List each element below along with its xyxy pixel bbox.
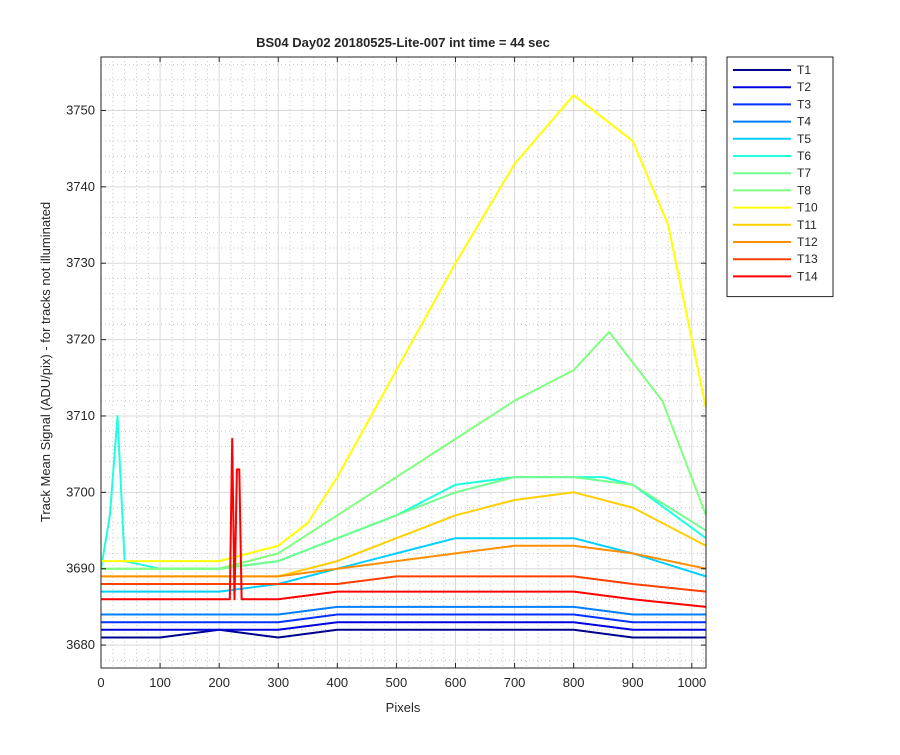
legend-label-t11: T11 <box>797 218 817 232</box>
x-tick-label: 600 <box>445 675 467 690</box>
y-tick-label: 3710 <box>66 408 95 423</box>
y-tick-label: 3720 <box>66 332 95 347</box>
legend-label-t1: T1 <box>797 63 811 77</box>
x-tick-label: 700 <box>504 675 526 690</box>
x-tick-label: 200 <box>208 675 230 690</box>
legend-label-t3: T3 <box>797 97 811 111</box>
legend-label-t5: T5 <box>797 132 811 146</box>
y-axis-label: Track Mean Signal (ADU/pix) - for tracks… <box>38 202 53 522</box>
x-tick-label: 0 <box>97 675 104 690</box>
chart-title: BS04 Day02 20180525-Lite-007 int time = … <box>256 35 550 50</box>
y-tick-label: 3730 <box>66 255 95 270</box>
series-line-t12 <box>101 544 706 578</box>
axis-ticks: 3680 3690 3700 3710 3720 3730 3740 3750 0 100 200 3… <box>66 57 706 690</box>
legend-label-t7: T7 <box>797 166 811 180</box>
series-group <box>101 94 706 639</box>
series-line-t2 <box>101 621 706 631</box>
legend-label-t14: T14 <box>797 269 818 283</box>
legend-label-t4: T4 <box>797 115 811 129</box>
x-tick-label: 800 <box>563 675 585 690</box>
series-line-t10 <box>101 94 706 563</box>
series-line-t14 <box>101 437 706 608</box>
x-tick-label: 1000 <box>677 675 706 690</box>
y-tick-label: 3690 <box>66 561 95 576</box>
legend: T1 T2 T3 T4 T5 T6 T7 T8 T10 T11 T12 T13 T14 <box>726 56 834 298</box>
series-line-t5 <box>101 537 706 593</box>
y-tick-label: 3680 <box>66 637 95 652</box>
legend-label-t13: T13 <box>797 252 818 266</box>
legend-label-t8: T8 <box>797 183 811 197</box>
y-tick-label: 3740 <box>66 179 95 194</box>
series-line-t8 <box>101 330 706 570</box>
x-tick-label: 900 <box>622 675 644 690</box>
legend-label-t6: T6 <box>797 149 811 163</box>
series-line-t4 <box>101 605 706 616</box>
x-tick-label: 100 <box>149 675 171 690</box>
legend-label-t12: T12 <box>797 235 818 249</box>
y-tick-label: 3750 <box>66 102 95 117</box>
legend-box <box>726 56 834 298</box>
y-tick-label: 3700 <box>66 484 95 499</box>
x-axis-label: Pixels <box>386 700 421 715</box>
series-line-t13 <box>101 575 706 593</box>
x-tick-label: 300 <box>267 675 289 690</box>
series-line-t1 <box>101 628 706 639</box>
legend-label-t10: T10 <box>797 201 818 215</box>
plot-area-frame <box>100 56 707 669</box>
x-tick-label: 500 <box>386 675 408 690</box>
series-line-t3 <box>101 613 706 624</box>
legend-label-t2: T2 <box>797 80 811 94</box>
x-tick-label: 400 <box>326 675 348 690</box>
